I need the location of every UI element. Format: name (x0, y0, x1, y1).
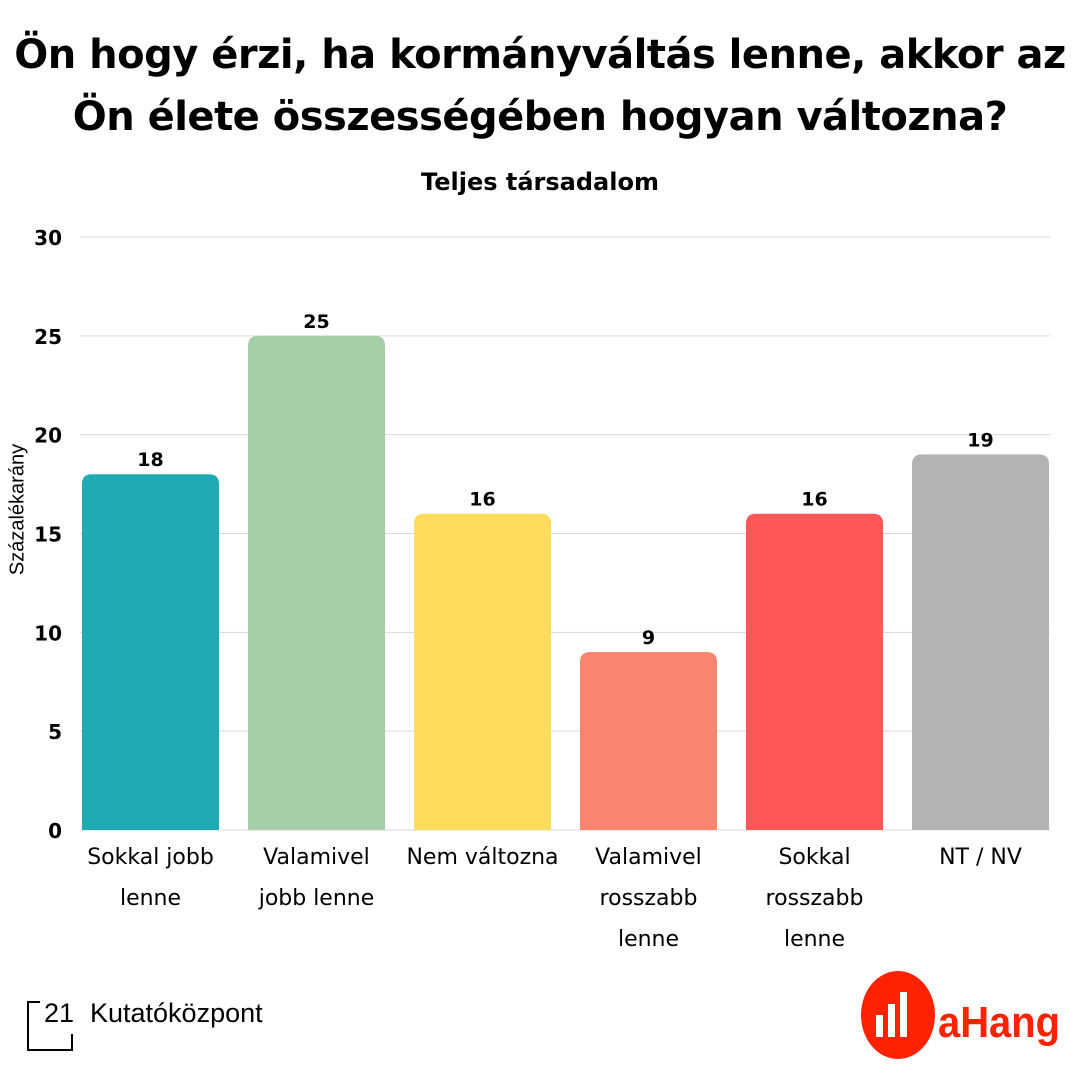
data-label: 19 (967, 429, 993, 451)
data-label: 25 (303, 311, 329, 333)
x-tick-label: rosszabb (600, 886, 698, 911)
x-tick-label: Valamivel (263, 845, 370, 870)
y-tick-label: 5 (48, 720, 62, 744)
bar (912, 454, 1049, 830)
ahang-logo-icon: aHang (861, 971, 1060, 1059)
x-tick-label: jobb lenne (258, 886, 375, 911)
y-tick-label: 15 (34, 523, 62, 547)
logo-21-mark: 21 (44, 998, 75, 1028)
x-tick-label: NT / NV (939, 845, 1022, 870)
x-tick-label: Sokkal jobb (87, 845, 214, 870)
y-tick-label: 20 (34, 424, 62, 448)
chart-title: Ön hogy érzi, ha kormányváltás lenne, ak… (0, 24, 1080, 148)
svg-text:aHang: aHang (938, 998, 1060, 1047)
y-tick-label: 0 (48, 819, 62, 843)
y-tick-label: 30 (34, 226, 62, 250)
x-tick-label: lenne (618, 927, 679, 952)
bar (82, 474, 219, 830)
data-label: 18 (137, 449, 163, 471)
x-tick-label: lenne (120, 886, 181, 911)
bar (248, 335, 385, 830)
kutatokozpont-logo-mark (27, 1001, 73, 1051)
kutatokozpont-logo-text: Kutatóközpont (90, 998, 263, 1028)
chart-subtitle: Teljes társadalom (421, 168, 659, 196)
x-tick-label: Valamivel (595, 845, 702, 870)
data-label: 9 (642, 627, 655, 649)
x-tick-label: Nem változna (406, 845, 558, 870)
bar (746, 513, 883, 830)
bar (580, 652, 717, 830)
title-line-1: Ön hogy érzi, ha kormányváltás lenne, ak… (14, 32, 1066, 78)
title-line-2: Ön élete összességében hogyan változna? (72, 94, 1008, 140)
x-tick-label: rosszabb (766, 886, 864, 911)
bar (414, 513, 551, 830)
data-label: 16 (469, 489, 495, 511)
ahang-logo: aHang (850, 970, 1065, 1060)
y-tick-label: 10 (34, 621, 62, 645)
y-tick-label: 25 (34, 325, 62, 349)
x-tick-label: lenne (784, 927, 845, 952)
data-label: 16 (801, 489, 827, 511)
x-tick-label: Sokkal (778, 845, 850, 870)
